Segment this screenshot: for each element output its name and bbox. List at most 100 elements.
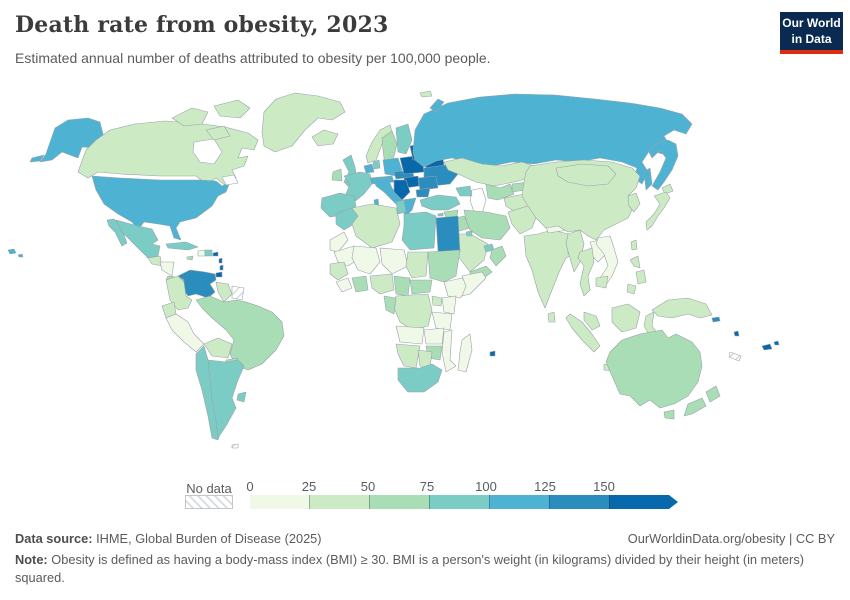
country-canada-arctic-1[interactable] <box>171 107 209 127</box>
country-mexico-baja[interactable] <box>106 218 128 247</box>
country-philippines-3[interactable] <box>626 283 637 295</box>
country-mozambique[interactable] <box>441 329 457 373</box>
country-balkans[interactable] <box>393 179 411 201</box>
country-trinidad[interactable] <box>215 271 223 278</box>
legend-bin-1[interactable] <box>309 495 369 509</box>
country-dr-congo[interactable] <box>393 293 433 331</box>
country-fiji[interactable] <box>761 343 773 351</box>
country-sri-lanka[interactable] <box>547 311 556 323</box>
legend-bin-4[interactable] <box>489 495 549 509</box>
country-australia-tasmania[interactable] <box>663 409 675 420</box>
country-gabon-congo[interactable] <box>383 295 397 315</box>
country-usa-hawaii-2[interactable] <box>17 253 24 258</box>
country-puerto-rico[interactable] <box>212 251 219 257</box>
country-france[interactable] <box>343 171 373 203</box>
country-zambia[interactable] <box>423 327 445 345</box>
country-algeria[interactable] <box>351 203 401 249</box>
country-madagascar[interactable] <box>457 333 473 373</box>
rights-link[interactable]: OurWorldinData.org/obesity | CC BY <box>627 531 835 546</box>
country-indonesia-borneo[interactable] <box>611 303 641 333</box>
country-uganda[interactable] <box>431 295 443 307</box>
country-haiti[interactable] <box>197 249 206 257</box>
country-philippines[interactable] <box>629 255 641 269</box>
country-suriname-region[interactable] <box>231 285 245 301</box>
country-indonesia-sumatra[interactable] <box>565 313 601 353</box>
country-jamaica[interactable] <box>186 255 194 261</box>
country-cameroon[interactable] <box>393 275 411 297</box>
country-sierra-leone-liberia[interactable] <box>335 277 353 293</box>
country-western-sahara[interactable] <box>329 231 349 253</box>
country-japan-hokkaido[interactable] <box>661 183 674 195</box>
country-canada-arctic-3[interactable] <box>205 125 231 141</box>
owid-logo[interactable]: Our World in Data <box>780 12 843 54</box>
country-caucasus[interactable] <box>455 185 473 197</box>
country-ireland[interactable] <box>331 168 343 182</box>
country-guyana[interactable] <box>215 281 233 303</box>
country-egypt[interactable] <box>435 215 461 253</box>
new-caledonia[interactable] <box>728 351 742 362</box>
country-turkey[interactable] <box>419 194 461 211</box>
country-nigeria[interactable] <box>369 273 395 295</box>
country-brazil[interactable] <box>195 295 285 371</box>
country-peru[interactable] <box>165 313 205 353</box>
country-uzbekistan-turkmenistan[interactable] <box>485 183 515 201</box>
country-vietnam[interactable] <box>595 235 619 289</box>
country-argentina[interactable] <box>207 359 245 439</box>
country-libya[interactable] <box>401 211 437 251</box>
country-malaysia[interactable] <box>583 311 601 331</box>
country-new-zealand-south[interactable] <box>683 397 707 417</box>
country-myanmar[interactable] <box>565 229 585 273</box>
country-cote-divoire-ghana[interactable] <box>351 275 369 293</box>
falkland-islands[interactable] <box>231 443 239 449</box>
country-cuba[interactable] <box>165 241 199 251</box>
legend-bin-2[interactable] <box>369 495 429 509</box>
country-oman[interactable] <box>489 245 507 267</box>
country-honduras-nicaragua[interactable] <box>159 261 175 277</box>
country-thailand[interactable] <box>577 247 595 297</box>
country-cambodia[interactable] <box>595 275 609 289</box>
country-dominican-republic[interactable] <box>204 249 213 257</box>
country-mexico[interactable] <box>115 219 161 259</box>
country-romania[interactable] <box>417 175 439 191</box>
country-central-african-republic[interactable] <box>409 279 433 295</box>
country-kenya[interactable] <box>441 295 457 315</box>
country-usa[interactable] <box>91 175 231 241</box>
country-fiji-2[interactable] <box>773 340 780 346</box>
country-japan[interactable] <box>645 191 671 231</box>
country-iceland[interactable] <box>311 129 339 147</box>
legend-bin-0[interactable] <box>250 495 309 509</box>
country-russia-kamchatka[interactable] <box>647 139 679 191</box>
country-mali[interactable] <box>351 245 381 275</box>
country-philippines-2[interactable] <box>635 269 647 285</box>
country-taiwan[interactable] <box>630 239 638 251</box>
country-new-zealand-north[interactable] <box>705 385 721 403</box>
country-colombia[interactable] <box>165 275 193 311</box>
country-australia[interactable] <box>605 329 703 409</box>
country-bulgaria[interactable] <box>415 187 431 198</box>
country-sudan[interactable] <box>427 249 461 283</box>
country-vanuatu[interactable] <box>733 330 740 337</box>
country-benelux[interactable] <box>363 163 375 174</box>
country-greenland[interactable] <box>261 92 346 153</box>
country-chad[interactable] <box>405 251 429 279</box>
country-lesser-antilles-2[interactable] <box>219 264 224 271</box>
country-south-africa[interactable] <box>397 363 443 393</box>
country-mongolia[interactable] <box>555 163 617 187</box>
legend-bin-6[interactable] <box>609 495 678 509</box>
country-iran[interactable] <box>463 209 511 241</box>
country-niger[interactable] <box>379 247 409 275</box>
country-denmark[interactable] <box>372 159 381 170</box>
country-russia-sakhalin[interactable] <box>643 167 653 191</box>
svalbard[interactable] <box>419 90 433 98</box>
country-uruguay[interactable] <box>236 391 247 403</box>
country-russia-novaya-zemlya[interactable] <box>429 98 445 113</box>
legend-no-data-swatch[interactable] <box>185 495 233 509</box>
country-korea[interactable] <box>627 192 641 213</box>
country-bolivia[interactable] <box>203 337 233 359</box>
country-mauritius[interactable] <box>489 350 496 357</box>
country-angola[interactable] <box>395 325 425 345</box>
country-finland[interactable] <box>395 123 413 155</box>
country-senegal-guinea[interactable] <box>329 261 349 281</box>
country-tanzania[interactable] <box>431 311 453 331</box>
country-papua-new-guinea[interactable] <box>651 297 713 319</box>
